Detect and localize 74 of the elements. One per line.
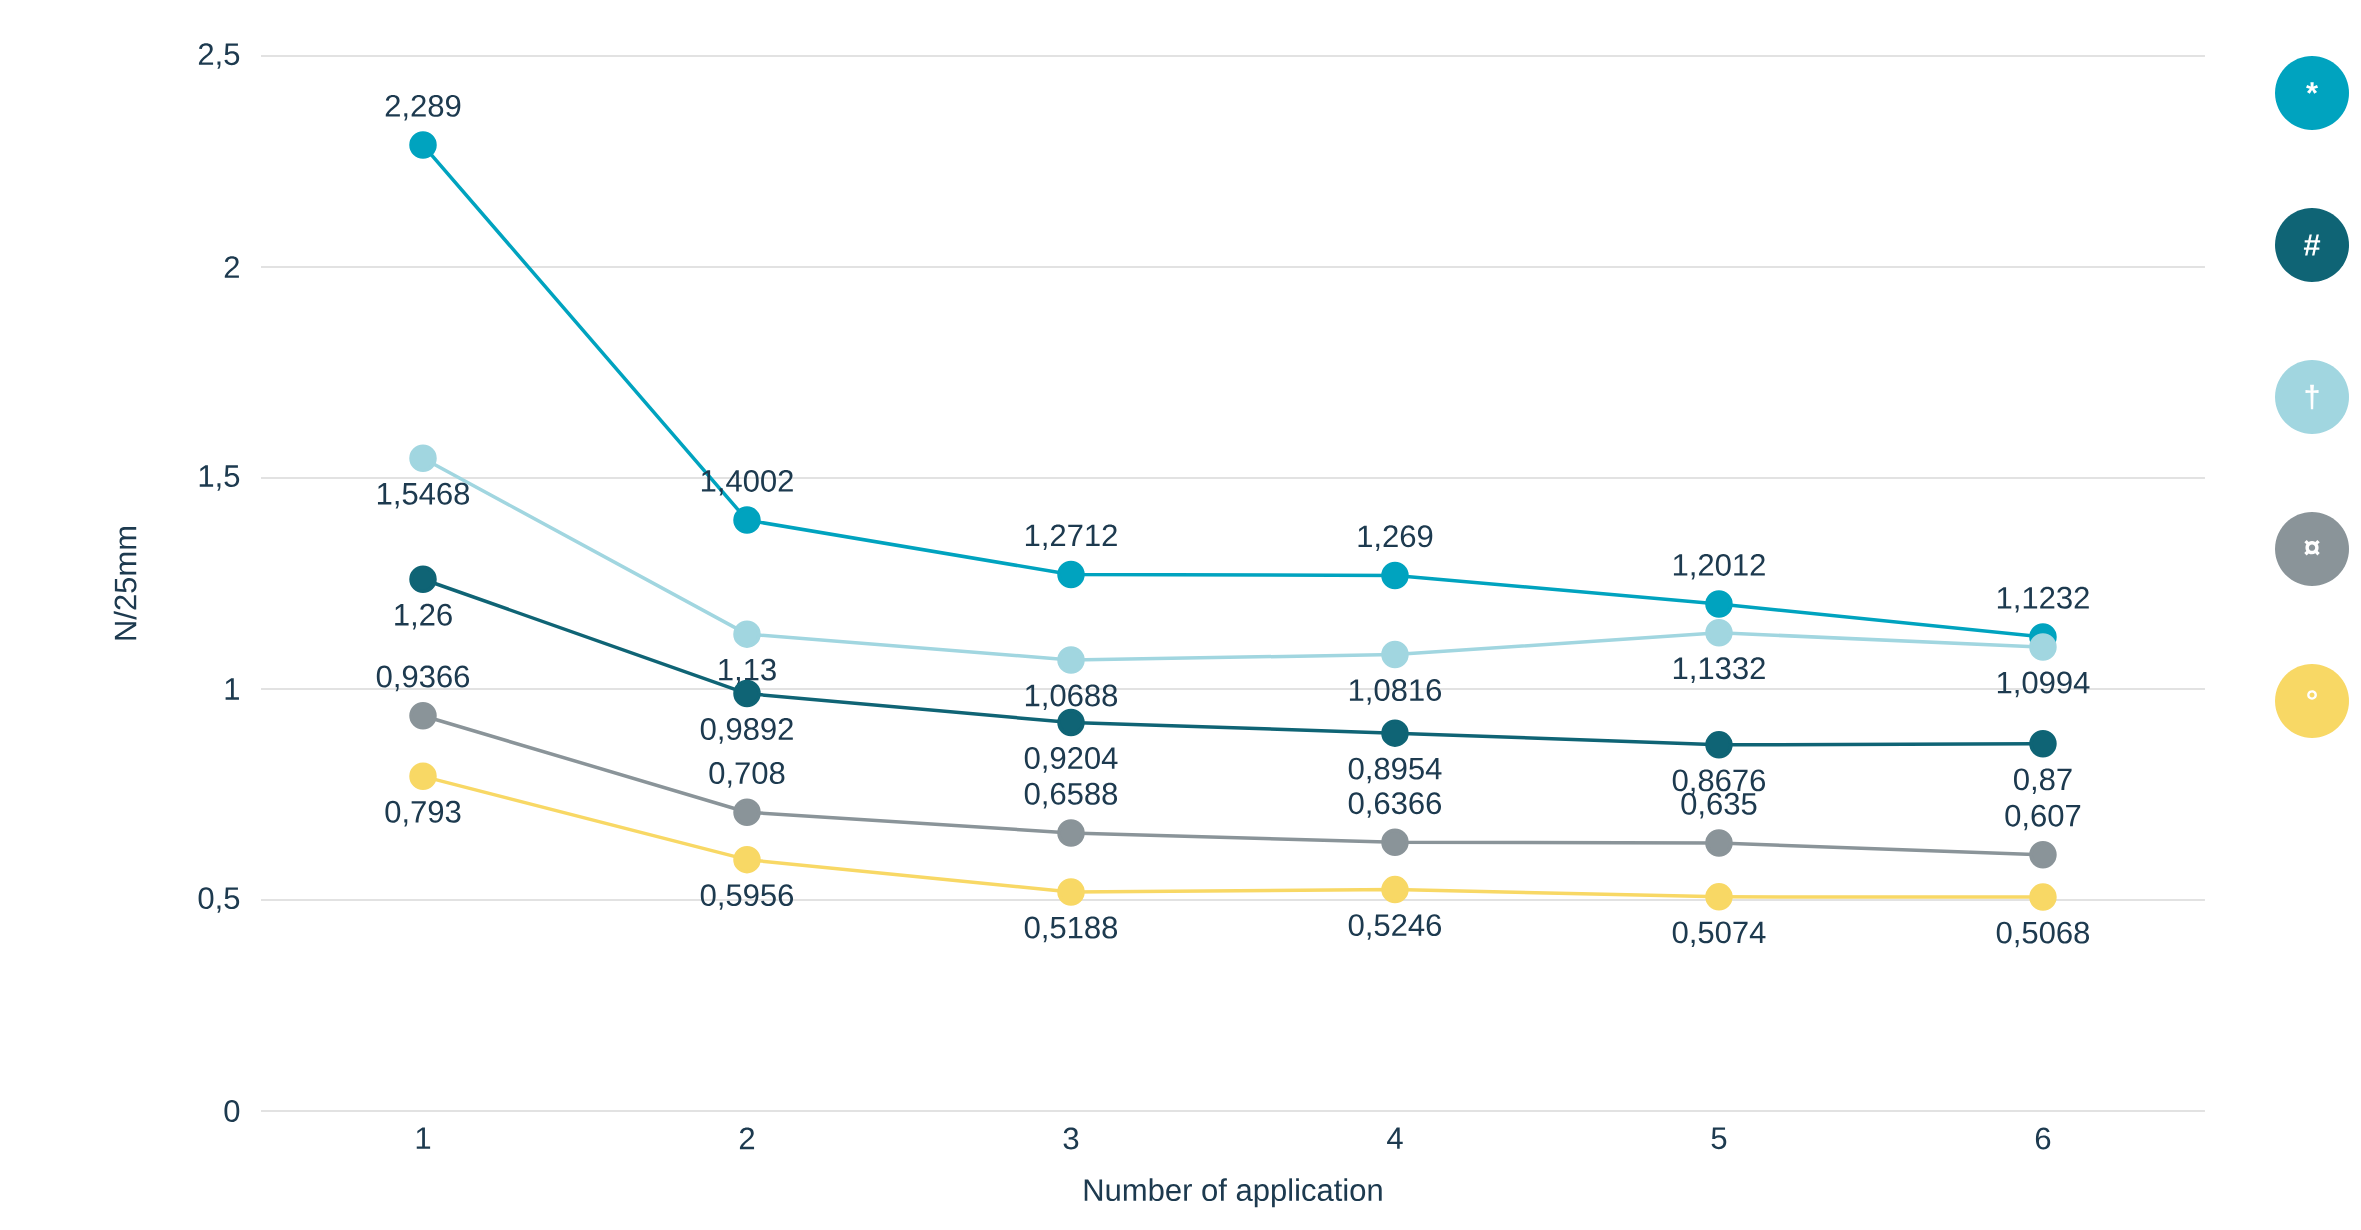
data-label: 1,0994 [1997,671,2090,698]
y-tick-label: 0,5 [198,887,240,913]
point [409,701,437,730]
y-axis-title: N/25mm [113,526,137,640]
point [2029,730,2057,758]
data-label: 2,289 [385,94,461,121]
point [733,506,761,534]
text: † [2305,384,2319,410]
point [409,444,437,472]
point [1381,719,1409,747]
point [1705,619,1733,647]
data-label: 0,607 [2005,804,2081,831]
point [1705,731,1733,759]
point [1057,646,1085,674]
point [1057,819,1085,847]
data-label: 1,5468 [377,482,470,509]
data-label: 1,269 [1358,525,1433,551]
data-label: 0,9366 [376,665,470,692]
point [1057,708,1085,737]
x-tick-label: 5 [1711,1127,1727,1150]
data-label: 1,1232 [1997,586,2089,613]
data-label: 0,87 [2014,768,2072,794]
text: ° [2307,690,2317,700]
y-tick-label: 2,5 [198,43,240,69]
data-label: 0,9892 [700,718,793,744]
point [2029,841,2057,869]
point [733,845,761,874]
point [1057,878,1085,906]
point [1381,828,1409,857]
x-tick-label: 4 [1387,1127,1403,1149]
point [2029,633,2057,661]
x-tick-label: 6 [2035,1127,2051,1150]
x-tick-label: 3 [1063,1127,1079,1150]
data-label: 1,2012 [1673,553,1765,580]
data-label: 1,13 [719,658,776,685]
x-tick-label: 1 [416,1127,431,1149]
y-tick-label: 0 [224,1100,240,1122]
x-axis-title: Number of application [1084,1178,1382,1208]
data-label: 0,5068 [1996,921,2090,948]
text: # [2303,234,2321,256]
data-label: 1,26 [395,603,452,630]
data-label: 1,0688 [1025,684,1118,711]
point [1381,640,1409,669]
y-tick-label: 1 [225,678,239,700]
data-label: 0,5188 [1024,916,1118,943]
text: ¤ [2304,539,2320,556]
point [1705,590,1733,618]
point [1705,883,1733,911]
point [1381,561,1409,590]
point [1381,875,1409,904]
point [409,565,437,594]
text: * [2306,82,2319,94]
data-label: 1,0816 [1349,679,1442,705]
point [733,620,761,648]
point [2029,883,2057,911]
data-label: 0,6588 [1024,782,1118,809]
data-label: 0,9204 [1024,747,1118,773]
data-label: 0,708 [709,762,785,788]
y-tick-label: 1,5 [199,465,240,491]
point [409,131,437,159]
point [1705,829,1733,857]
point [1057,560,1085,589]
data-label: 0,5956 [700,884,794,910]
point [409,762,437,791]
x-tick-label: 2 [739,1127,755,1150]
data-label: 0,5074 [1672,921,1766,948]
data-label: 0,6366 [1348,792,1442,818]
data-label: 1,1332 [1673,657,1765,683]
data-label: 1,2712 [1025,524,1117,551]
point [733,798,761,826]
data-label: 0,793 [385,800,461,827]
data-label: 0,8954 [1348,757,1442,784]
data-label: 0,5246 [1348,914,1442,940]
y-tick-label: 2 [224,256,239,278]
